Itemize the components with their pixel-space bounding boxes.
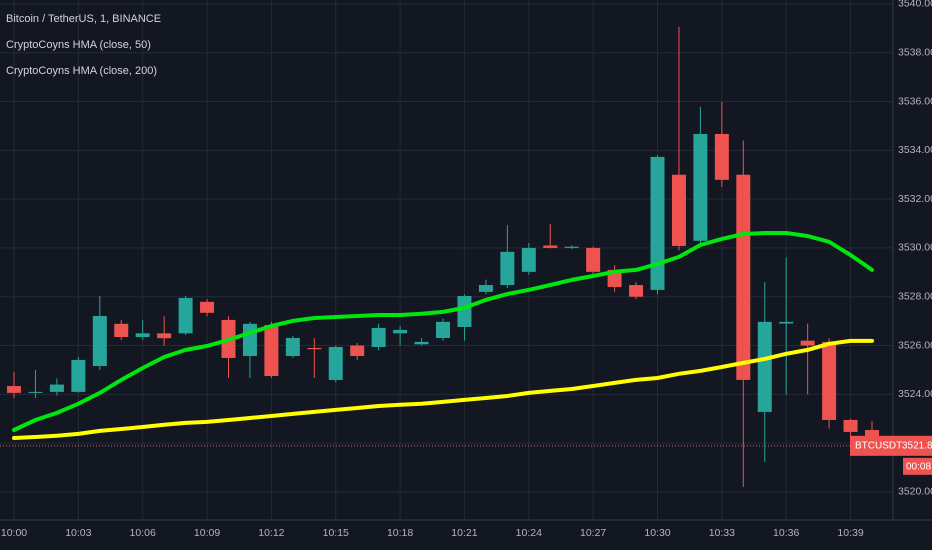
y-tick-label: 3528.00 [898,291,932,303]
candle-body [393,329,408,334]
candle-body [521,247,536,272]
candle-body [71,359,86,392]
y-tick-label: 3536.00 [898,95,932,107]
candle-body [757,321,772,412]
candle-body [350,345,365,357]
candle-body [414,341,429,345]
x-tick-label: 10:36 [773,527,799,539]
candle-body [157,333,172,339]
legend-entry: CryptoCoyns HMA (close, 200) [6,65,157,77]
countdown-tag [903,457,932,475]
x-tick-label: 10:06 [130,527,156,539]
y-tick-label: 3520.00 [898,486,932,498]
x-tick-label: 10:18 [387,527,413,539]
candle-body [736,174,751,380]
y-tick-label: 3540.00 [898,0,932,10]
y-tick-label: 3526.00 [898,339,932,351]
x-tick-label: 10:30 [644,527,670,539]
x-tick-label: 10:12 [258,527,284,539]
candle-body [800,340,815,346]
price-tag [850,435,932,456]
candle-body [371,327,386,347]
candle-body [264,325,279,377]
candle-body [92,316,107,367]
candle-body [822,341,837,420]
candle-body [178,297,193,334]
candle-body [242,323,257,357]
y-tick-label: 3538.00 [898,46,932,58]
x-tick-label: 10:00 [1,527,27,539]
y-tick-label: 3534.00 [898,144,932,156]
candle-body [49,384,64,392]
candle-body [285,337,300,357]
x-tick-label: 10:15 [323,527,349,539]
candle-body [436,321,450,338]
legend: Bitcoin / TetherUS, 1, BINANCE CryptoCoy… [6,13,161,77]
candle-body [586,247,601,272]
candle-body [307,347,322,350]
y-tick-label: 3530.00 [898,242,932,254]
chart-title: Bitcoin / TetherUS, 1, BINANCE [6,13,161,25]
x-tick-label: 10:39 [837,527,863,539]
candle-body [28,391,43,393]
countdown: 00:08 [906,461,931,472]
legend-entry: CryptoCoyns HMA (close, 50) [6,39,151,51]
hma-line [12,231,874,432]
candle-body [629,285,644,297]
price-tag-symbol: BTCUSDT [855,440,902,451]
candle-body [650,156,665,290]
candle-body [457,295,472,327]
candle-body [671,174,686,246]
candle-body [543,245,558,248]
candle-body [114,323,129,337]
candle-body [328,346,343,380]
candle-body [693,133,708,241]
hma-line [12,338,874,440]
candle-body [714,133,729,180]
x-tick-label: 10:24 [516,527,542,539]
x-tick-label: 10:27 [580,527,606,539]
candle-body [7,386,21,393]
y-tick-label: 3524.00 [898,388,932,400]
candle-body [200,301,215,313]
candle-body [500,251,515,286]
price-tag-value: 3521.89 [902,440,932,451]
axes: 3520.003522.003524.003526.003528.003530.… [1,0,932,539]
candle-body [564,246,579,248]
grid [0,0,893,520]
candle-body [843,419,858,432]
x-tick-label: 10:09 [194,527,220,539]
x-tick-label: 10:21 [451,527,477,539]
y-tick-label: 3532.00 [898,193,932,205]
x-tick-label: 10:03 [65,527,91,539]
candle-body [478,285,493,292]
candle-body [779,321,794,324]
candle-body [135,333,150,337]
x-tick-label: 10:33 [709,527,735,539]
plot [0,26,893,488]
